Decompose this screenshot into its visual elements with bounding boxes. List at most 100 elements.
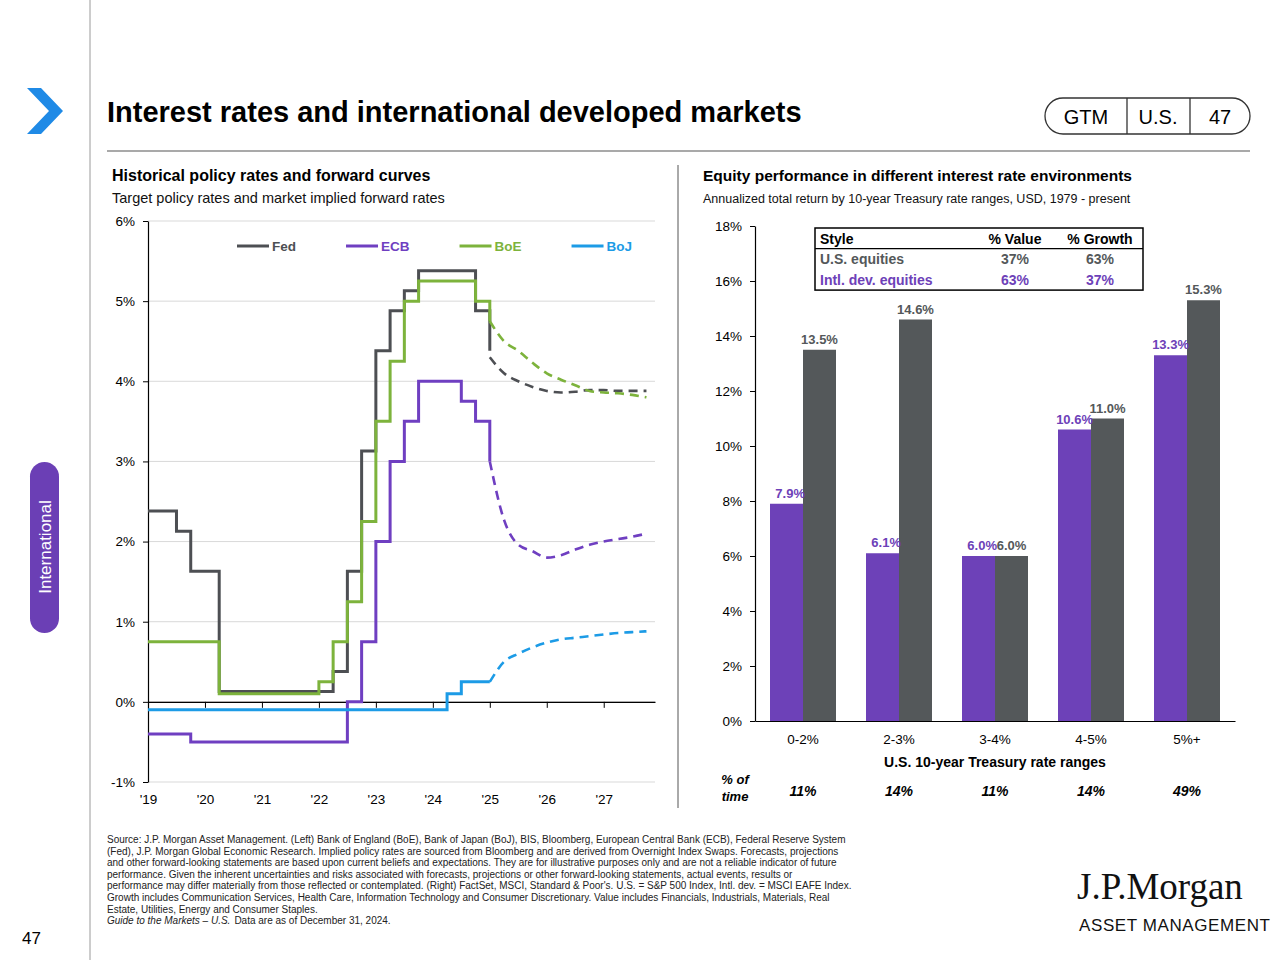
tick-label: 1% (115, 615, 135, 630)
grid-line (148, 221, 655, 222)
chart-title: Historical policy rates and forward curv… (112, 167, 430, 184)
data-label: 6.0% (997, 538, 1027, 553)
bar (866, 553, 899, 721)
tick-mark (143, 782, 148, 783)
tick: 6% (722, 549, 755, 564)
tick-label: 12% (715, 384, 742, 399)
tick-mark (750, 721, 755, 722)
tick-label: -1% (111, 775, 135, 790)
grid-line (148, 381, 655, 382)
style-table: Style% Value% GrowthU.S. equities37%63%I… (815, 228, 1143, 290)
legend-label: BoJ (607, 239, 633, 254)
tick-mark (319, 702, 320, 708)
axis: -1%0%1%2%3%4%5%6% (111, 214, 149, 790)
table-rule (815, 248, 1143, 249)
bar (803, 350, 836, 721)
tick-label: 2% (115, 534, 135, 549)
bar (1091, 419, 1124, 722)
page-rule (90, 0, 91, 960)
tick: '19 (140, 702, 158, 807)
grid (148, 221, 655, 782)
tick: 18% (715, 219, 755, 234)
time-share-value: 49% (1172, 783, 1202, 799)
tick-mark (750, 336, 755, 337)
tick: 2% (722, 659, 755, 674)
data-label: 14.6% (897, 302, 934, 317)
tick: 4-5% (1075, 732, 1107, 747)
tick-mark (143, 622, 148, 623)
legend-label: ECB (381, 239, 410, 254)
data-label: 6.1% (871, 535, 901, 550)
table-row-label: U.S. equities (820, 251, 904, 267)
tick-label: 3-4% (979, 732, 1011, 747)
data-label: 13.3% (1152, 337, 1189, 352)
tick-label: 4% (722, 604, 742, 619)
table-cell: 37% (1086, 272, 1115, 288)
tick-label: '20 (197, 792, 215, 807)
tick-mark (750, 501, 755, 502)
tick: 1% (115, 615, 148, 630)
tick-mark (205, 702, 206, 708)
tick-mark (750, 226, 755, 227)
footnote-date: Data are as of December 31, 2024. (234, 915, 390, 926)
table-header: % Growth (1067, 231, 1132, 247)
tick-mark (143, 301, 148, 302)
time-share: % oftime11%14%11%14%49% (721, 772, 1201, 804)
tick-mark (750, 666, 755, 667)
tick: 14% (715, 329, 755, 344)
bar (1187, 300, 1220, 721)
tick: 2% (115, 534, 148, 549)
tick: 12% (715, 384, 755, 399)
badge: GTMU.S.47 (1045, 98, 1250, 134)
axis-line (755, 227, 756, 722)
logo-sub: ASSET MANAGEMENT (1079, 916, 1271, 935)
badge-divider (1126, 98, 1127, 134)
tick-label: 6% (115, 214, 135, 229)
legend: FedECBBoEBoJ (237, 239, 632, 254)
axis-line (756, 721, 1236, 722)
bar (995, 556, 1028, 721)
chart-subtitle: Target policy rates and market implied f… (112, 190, 445, 206)
footnote-line: (Fed), J.P. Morgan Global Economic Resea… (107, 846, 838, 857)
bar (899, 320, 932, 722)
axis: 0-2%2-3%3-4%4-5%5%+ (756, 722, 1236, 747)
tick-label: '25 (482, 792, 500, 807)
tick-label: 2% (722, 659, 742, 674)
tick-label: 0% (722, 714, 742, 729)
tick: '26 (538, 702, 556, 807)
legend-swatch (346, 245, 378, 248)
tick-mark (750, 611, 755, 612)
footnote-line: Growth includes Communication Services, … (107, 892, 830, 903)
tick: -1% (111, 775, 148, 790)
data-label: 13.5% (801, 332, 838, 347)
header-rule (107, 150, 1250, 151)
plot-bars (770, 300, 1220, 721)
tick: '27 (595, 702, 613, 807)
history-line (148, 682, 490, 710)
grid-line (148, 701, 655, 702)
tick: 5% (115, 294, 148, 309)
time-share-value: 11% (982, 783, 1010, 799)
grid-line (148, 301, 655, 302)
data-label: 15.3% (1185, 282, 1222, 297)
section-label: International (36, 500, 55, 594)
footnote-line: and other forward-looking statements are… (107, 857, 837, 868)
legend-swatch (572, 245, 604, 248)
tick: 0% (722, 714, 755, 729)
table-frame (815, 228, 1143, 290)
data-label: 6.0% (967, 538, 997, 553)
tick-mark (433, 702, 434, 708)
tick: 8% (722, 494, 755, 509)
table-cell: 63% (1086, 251, 1115, 267)
tick: 0-2% (787, 732, 819, 747)
tick-mark (547, 702, 548, 708)
tick-mark (750, 446, 755, 447)
time-share-label: time (722, 789, 749, 804)
page-title: Interest rates and international develop… (107, 96, 802, 128)
bar (770, 504, 803, 721)
time-share-label: % of (721, 772, 750, 787)
tick-label: '24 (425, 792, 443, 807)
legend-swatch (237, 245, 269, 248)
tick: '24 (425, 702, 443, 807)
page-svg: Interest rates and international develop… (0, 0, 1280, 960)
